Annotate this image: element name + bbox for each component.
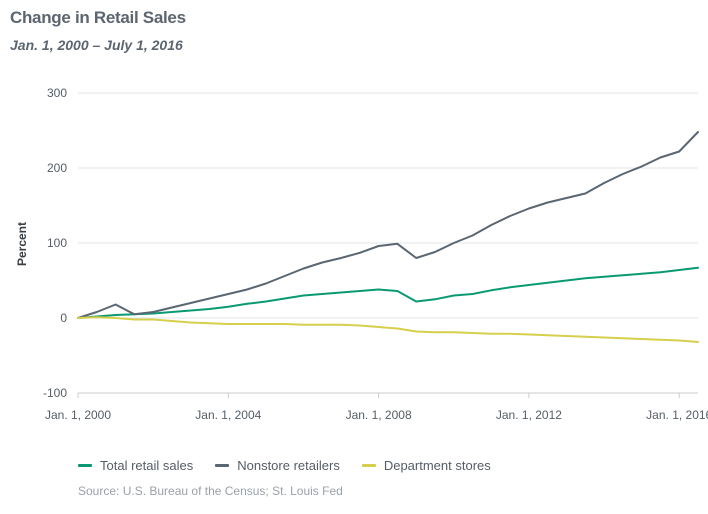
legend-swatch [361, 464, 376, 467]
legend-item-department-stores[interactable]: Department stores [361, 458, 491, 473]
axes: 300 200 100 0 -100 Jan. 1, 2000 Jan. 1, 2004 Ja… [43, 86, 708, 422]
series-line-department-stores[interactable] [77, 316, 699, 343]
x-tick-label: Jan. 1, 2004 [195, 408, 261, 422]
legend-label: Nonstore retailers [237, 458, 340, 473]
y-tick-label: 100 [47, 236, 67, 250]
y-tick-label: -100 [43, 386, 67, 400]
legend-label: Department stores [383, 458, 491, 473]
legend-swatch [215, 464, 230, 467]
series-line-nonstore-retailers[interactable] [77, 131, 699, 319]
x-tick-label: Jan. 1, 2012 [496, 408, 562, 422]
chart-subtitle: Jan. 1, 2000 – July 1, 2016 [10, 37, 183, 53]
legend-label: Total retail sales [100, 458, 194, 473]
gridlines [78, 92, 698, 394]
x-tick-label: Jan. 1, 2016 [646, 408, 708, 422]
legend-swatch [78, 464, 92, 467]
legend-item-total-retail-sales[interactable]: Total retail sales [78, 458, 193, 473]
y-tick-label: 300 [47, 86, 67, 100]
y-tick-label: 200 [47, 161, 67, 175]
series-lines [77, 131, 699, 343]
y-axis-label: Percent [15, 222, 29, 266]
line-chart: 300 200 100 0 -100 Jan. 1, 2000 Jan. 1, 2004 Ja… [15, 86, 708, 422]
legend-item-nonstore-retailers[interactable]: Nonstore retailers [215, 458, 340, 473]
source-note: Source: U.S. Bureau of the Census; St. L… [78, 484, 343, 498]
legend: Total retail sales Nonstore retailers De… [78, 458, 491, 473]
y-tick-label: 0 [60, 311, 67, 325]
series-line-total-retail-sales[interactable] [77, 266, 699, 319]
chart-title: Change in Retail Sales [10, 8, 186, 27]
x-tick-label: Jan. 1, 2008 [346, 408, 412, 422]
x-tick-label: Jan. 1, 2000 [45, 408, 111, 422]
